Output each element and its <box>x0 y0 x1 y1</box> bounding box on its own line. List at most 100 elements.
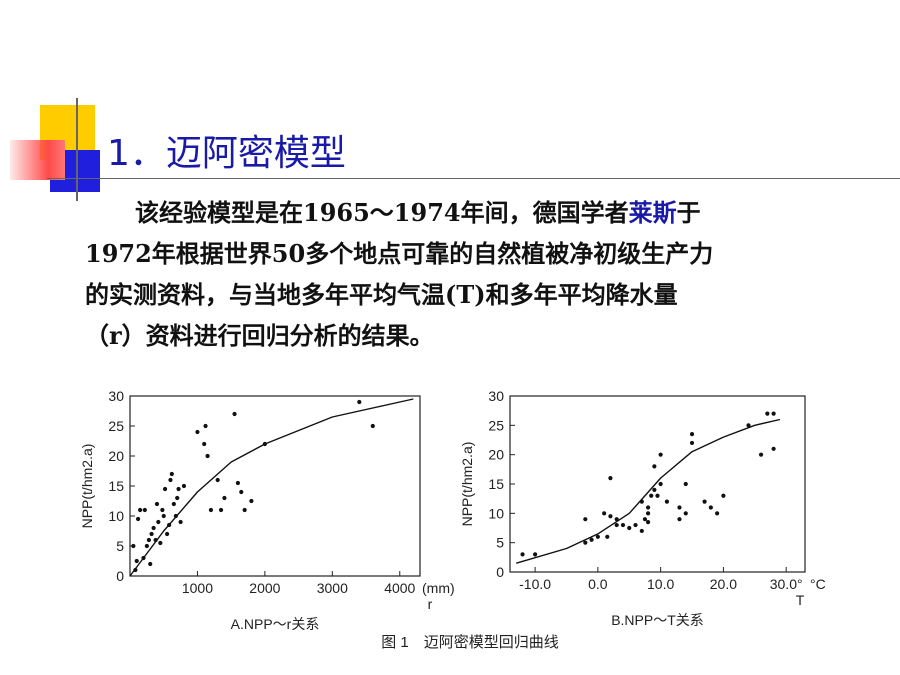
data-point <box>642 517 648 522</box>
data-point <box>133 567 138 573</box>
data-point <box>677 517 682 522</box>
figure-caption: 图 1 迈阿密模型回归曲线 <box>381 634 559 651</box>
data-point <box>708 505 713 510</box>
data-point <box>144 543 149 549</box>
data-point <box>702 499 707 504</box>
y-tick-label: 20 <box>108 448 124 464</box>
data-point <box>151 525 156 531</box>
data-point <box>771 446 776 451</box>
x-unit-label: (mm) <box>422 580 455 596</box>
data-point <box>689 432 695 437</box>
x-tick-label: 0.0 <box>588 576 608 592</box>
data-point <box>583 517 588 522</box>
data-point <box>203 423 208 429</box>
x-axis-label: T <box>796 592 805 608</box>
y-tick-label: 5 <box>496 535 504 551</box>
data-point <box>169 471 174 477</box>
data-point <box>142 507 147 513</box>
title-underline <box>47 178 900 179</box>
data-point <box>652 487 657 492</box>
data-point <box>658 481 663 487</box>
data-point <box>533 552 538 557</box>
regression-curve <box>516 418 781 564</box>
data-point <box>242 507 247 513</box>
paragraph-line-3: 的实测资料，与当地多年平均气温(T)和多年平均降水量 <box>85 280 678 309</box>
data-point <box>181 483 187 489</box>
y-tick-label: 10 <box>488 505 504 521</box>
data-point <box>602 511 607 516</box>
slide-title: 1．迈阿密模型 <box>107 133 346 174</box>
data-point <box>689 440 695 446</box>
data-point <box>608 514 613 519</box>
data-point <box>765 411 770 416</box>
x-tick-label: 10.0 <box>647 576 674 592</box>
data-point <box>645 511 651 516</box>
data-point <box>639 499 644 504</box>
data-point <box>614 522 619 528</box>
data-point <box>655 493 660 498</box>
y-tick-label: 15 <box>488 476 504 492</box>
y-axis-label: NPP(t/hm2.a) <box>79 444 95 529</box>
data-point <box>721 493 726 498</box>
data-point <box>715 511 720 516</box>
data-point <box>677 505 682 510</box>
data-point <box>627 525 632 531</box>
data-point <box>235 480 241 486</box>
data-point <box>215 477 220 483</box>
data-point <box>134 558 139 564</box>
data-point <box>161 513 166 519</box>
data-point <box>175 495 180 501</box>
data-point <box>156 519 161 525</box>
panel-label: A.NPP～r关系 <box>231 616 320 632</box>
data-point <box>167 522 172 528</box>
data-point <box>614 517 619 522</box>
data-point <box>158 540 163 546</box>
decor-vertical-line <box>76 98 78 201</box>
decor-red-gradient-bar <box>10 140 65 180</box>
data-point <box>520 552 525 557</box>
data-point <box>168 477 173 483</box>
data-point <box>149 531 154 537</box>
x-unit-label: °C <box>810 576 826 592</box>
data-point <box>195 429 200 435</box>
data-point <box>164 531 170 537</box>
chart-a-npp-vs-r: 0 5 10 15 20 25 30 1000 2000 3000 4000 NPP(t/hm2.a)… <box>79 388 455 632</box>
paragraph-line-4: （r）资料进行回归分析的结果。 <box>85 321 434 350</box>
data-point <box>620 522 626 528</box>
x-tick-label: -10.0 <box>519 576 551 592</box>
plot-frame <box>129 395 421 577</box>
y-tick-label: 30 <box>108 388 124 404</box>
highlight-name: 莱斯 <box>628 198 677 227</box>
x-tick-label: 1000 <box>182 580 213 596</box>
paragraph-line-1: 该经验模型是在1965～1974年间，德国学者莱斯于 <box>85 192 855 233</box>
data-point <box>135 516 141 522</box>
panel-label: B.NPP～T关系 <box>611 612 704 628</box>
data-point <box>208 507 214 513</box>
data-point <box>218 507 224 513</box>
data-point <box>771 411 776 416</box>
data-point <box>153 537 158 543</box>
data-point <box>262 441 267 447</box>
data-point <box>595 534 600 539</box>
data-point <box>605 534 610 539</box>
data-point <box>160 507 165 513</box>
data-point <box>658 452 663 457</box>
y-tick-label: 5 <box>116 538 124 554</box>
x-tick-label: 20.0 <box>710 576 737 592</box>
data-point <box>178 519 183 525</box>
x-axis-label: r <box>428 596 433 612</box>
data-point <box>357 399 362 405</box>
data-point <box>249 498 254 504</box>
data-point <box>589 537 594 542</box>
data-point <box>649 493 654 498</box>
x-tick-label: 3000 <box>317 580 348 596</box>
data-point <box>232 411 237 417</box>
data-point <box>664 499 670 504</box>
plot-frame <box>509 395 806 573</box>
data-point <box>639 528 644 534</box>
paragraph-line-1-start: 该经验模型是在1965～1974年间，德国学者 <box>135 198 629 227</box>
data-point <box>645 520 651 525</box>
data-point <box>205 453 210 459</box>
data-point <box>652 464 657 469</box>
data-point <box>608 476 613 481</box>
